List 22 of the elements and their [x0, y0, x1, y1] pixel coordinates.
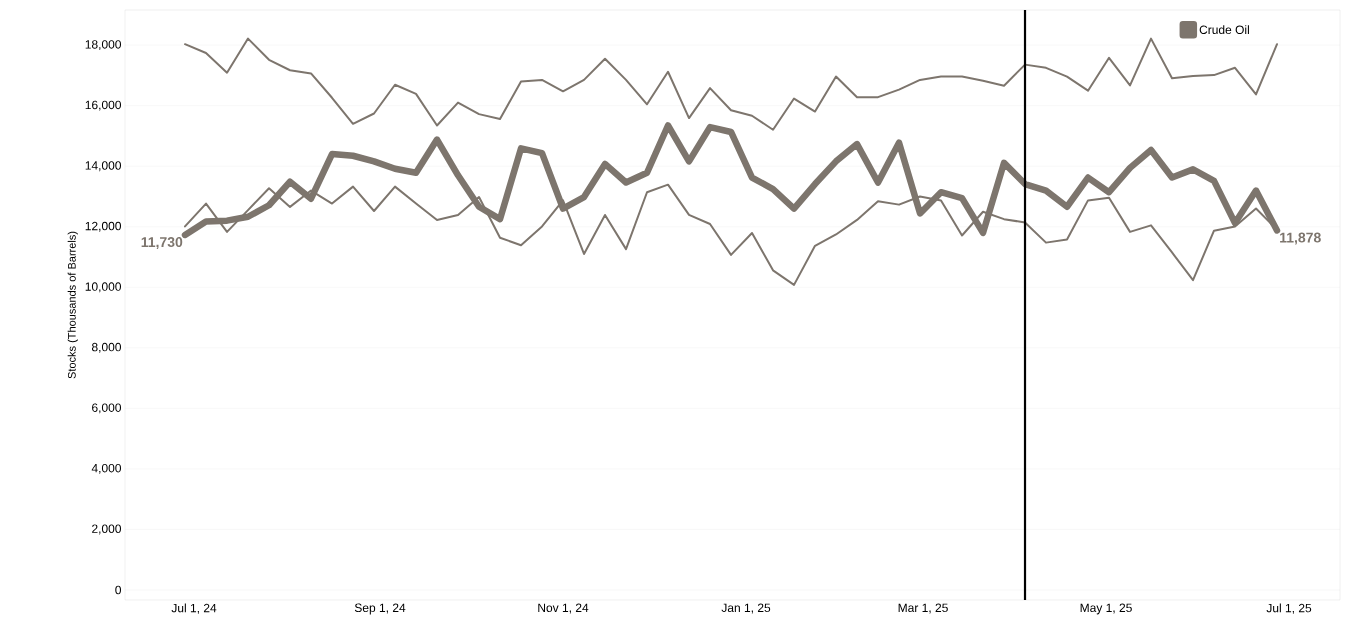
data-label: 11,878	[1280, 232, 1321, 245]
y-tick-label: 4,000	[91, 463, 122, 474]
x-tick-label: Mar 1, 25	[898, 603, 948, 614]
x-tick-label: Sep 1, 24	[354, 603, 406, 615]
y-tick-label: 12,000	[85, 221, 122, 232]
x-tick-label: Jul 1, 24	[171, 603, 217, 614]
y-tick-label: 0	[115, 585, 122, 595]
x-tick-label: Jul 1, 25	[1266, 603, 1312, 614]
y-tick-label: 2,000	[92, 524, 122, 535]
x-tick-label: Jan 1, 25	[721, 603, 771, 614]
line-series	[184, 37, 1279, 131]
data-label: 11,730	[141, 237, 183, 250]
x-tick-label: May 1, 25	[1080, 603, 1132, 615]
y-tick-label: 10,000	[85, 282, 122, 293]
y-tick-label: 16,000	[85, 100, 122, 111]
y-tick-label: 14,000	[85, 161, 122, 172]
x-tick-label: Nov 1, 24	[538, 603, 589, 614]
y-tick-label: 8,000	[91, 342, 122, 353]
y-tick-label: 6,000	[92, 403, 122, 414]
y-axis-title: Stocks (Thousands of Barrels)	[67, 231, 78, 379]
y-tick-label: 18,000	[85, 40, 122, 51]
legend-label: Crude Oil	[1199, 25, 1249, 34]
